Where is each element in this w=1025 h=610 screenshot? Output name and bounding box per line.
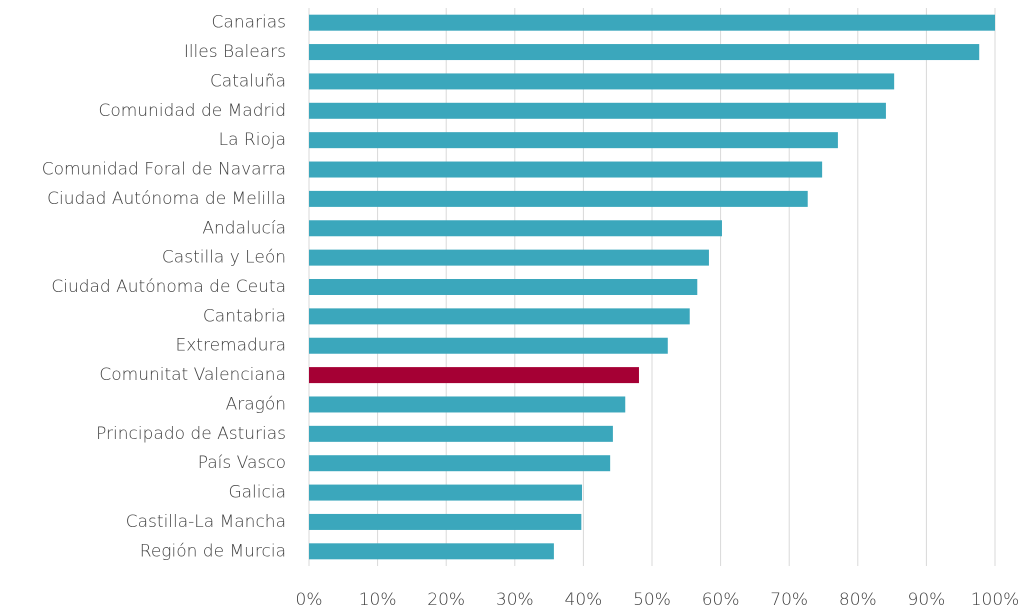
y-tick-label: Galicia bbox=[228, 483, 286, 503]
x-tick-label: 80% bbox=[839, 590, 877, 610]
bar bbox=[309, 132, 838, 149]
x-tick-label: 30% bbox=[496, 590, 534, 610]
y-tick-label: Principado de Asturias bbox=[96, 424, 286, 444]
y-tick-label: Aragón bbox=[226, 394, 286, 414]
y-tick-label: Comunidad de Madrid bbox=[98, 101, 286, 121]
x-tick-label: 100% bbox=[971, 590, 1020, 610]
bar bbox=[309, 425, 613, 442]
y-tick-label: País Vasco bbox=[198, 453, 286, 473]
y-tick-label: Cataluña bbox=[210, 71, 286, 91]
x-tick-label: 0% bbox=[296, 590, 323, 610]
bar bbox=[309, 44, 980, 61]
bar bbox=[309, 396, 626, 413]
y-tick-label: Comunitat Valenciana bbox=[99, 365, 286, 385]
x-tick-label: 40% bbox=[565, 590, 603, 610]
bar bbox=[309, 337, 668, 354]
bar bbox=[309, 308, 690, 325]
bar bbox=[309, 190, 808, 207]
x-tick-label: 10% bbox=[359, 590, 397, 610]
bar bbox=[309, 249, 709, 266]
y-tick-label: Castilla y León bbox=[162, 248, 286, 268]
y-tick-label: Canarias bbox=[212, 13, 286, 33]
bar bbox=[309, 73, 895, 90]
x-tick-label: 90% bbox=[908, 590, 946, 610]
bar bbox=[309, 102, 886, 119]
bar bbox=[309, 220, 722, 237]
y-tick-label: Castilla-La Mancha bbox=[126, 512, 286, 532]
y-tick-label: Ciudad Autónoma de Ceuta bbox=[51, 277, 286, 297]
y-tick-label: Illes Balears bbox=[184, 42, 286, 62]
y-tick-label: Comunidad Foral de Navarra bbox=[42, 160, 286, 180]
y-tick-label: Ciudad Autónoma de Melilla bbox=[47, 189, 286, 209]
y-tick-label: Extremadura bbox=[176, 336, 287, 356]
bar bbox=[309, 279, 698, 295]
bar bbox=[309, 14, 995, 31]
bar bbox=[309, 513, 582, 530]
y-tick-label: Región de Murcia bbox=[140, 541, 286, 561]
bar bbox=[309, 367, 639, 384]
bar bbox=[309, 543, 554, 560]
x-tick-label: 70% bbox=[770, 590, 808, 610]
x-tick-label: 50% bbox=[633, 590, 671, 610]
x-tick-label: 20% bbox=[427, 590, 465, 610]
y-tick-label: La Rioja bbox=[219, 130, 286, 150]
x-tick-label: 60% bbox=[702, 590, 740, 610]
bar bbox=[309, 455, 611, 472]
y-tick-label: Cantabria bbox=[203, 306, 286, 326]
bar bbox=[309, 484, 583, 501]
bar bbox=[309, 161, 823, 178]
y-tick-label: Andalucía bbox=[202, 218, 286, 238]
